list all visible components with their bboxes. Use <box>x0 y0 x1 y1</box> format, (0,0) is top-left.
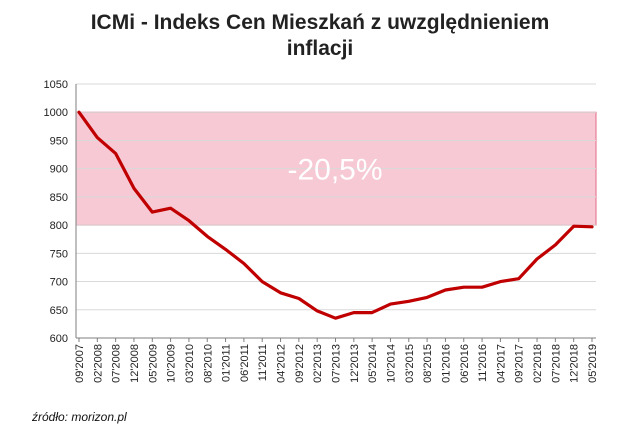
y-tick-label: 750 <box>50 248 68 260</box>
x-tick-label: 11'2011 <box>257 344 269 381</box>
series-line <box>77 110 594 320</box>
chart-title-line-2: inflacji <box>286 37 354 60</box>
x-tick-label: 03'2010 <box>184 344 196 383</box>
x-tick-label: 09'2017 <box>514 344 526 383</box>
x-tick-label: 05'2019 <box>587 344 599 383</box>
x-tick-label: 02'2013 <box>312 344 324 383</box>
x-tick-label: 01'2011 <box>221 344 233 382</box>
y-tick-label: 850 <box>50 192 68 204</box>
x-tick-label: 04'2017 <box>495 344 507 383</box>
x-tick-label: 12'2018 <box>569 344 581 383</box>
x-tick-label: 08'2010 <box>202 344 214 383</box>
band-annotation: -20,5% <box>287 154 382 187</box>
y-tick-label: 600 <box>50 333 68 345</box>
x-tick-label: 05'2014 <box>367 344 379 383</box>
x-tick-label: 10'2009 <box>166 344 178 383</box>
y-tick-label: 900 <box>50 164 68 176</box>
chart-title-line-1: ICMi - Indeks Cen Mieszkań z uwzględnien… <box>90 11 550 34</box>
chart-title: ICMi - Indeks Cen Mieszkań z uwzględnien… <box>0 10 640 62</box>
y-tick-label: 800 <box>50 220 68 232</box>
x-tick-label: 09'2007 <box>74 344 86 383</box>
y-tick-label: 1000 <box>44 107 68 119</box>
y-tick-label: 1050 <box>44 79 68 91</box>
x-tick-label: 07'2013 <box>331 344 343 383</box>
x-tick-label: 02'2018 <box>532 344 544 383</box>
x-tick-label: 09'2012 <box>294 344 306 383</box>
y-tick-label: 700 <box>50 277 68 289</box>
x-tick-label: 03'2015 <box>404 344 416 383</box>
x-tick-label: 05'2009 <box>147 344 159 383</box>
y-tick-label: 650 <box>50 305 68 317</box>
x-tick-label: 07'2008 <box>111 344 123 383</box>
x-tick-label: 10'2014 <box>385 344 397 383</box>
x-tick-label: 12'2013 <box>349 344 361 383</box>
x-tick-label: 02'2008 <box>92 344 104 383</box>
source-note: źródło: morizon.pl <box>32 410 127 424</box>
x-tick-label: 11'2016 <box>477 344 489 382</box>
x-tick-label: 04'2012 <box>276 344 288 383</box>
x-tick-label: 08'2015 <box>422 344 434 383</box>
x-tick-label: 06'2016 <box>459 344 471 383</box>
x-tick-label: 12'2008 <box>129 344 141 383</box>
x-tick-label: 07'2018 <box>550 344 562 383</box>
x-tick-label: 01'2016 <box>440 344 452 383</box>
y-tick-label: 950 <box>50 135 68 147</box>
x-tick-label: 06'2011 <box>239 344 251 382</box>
